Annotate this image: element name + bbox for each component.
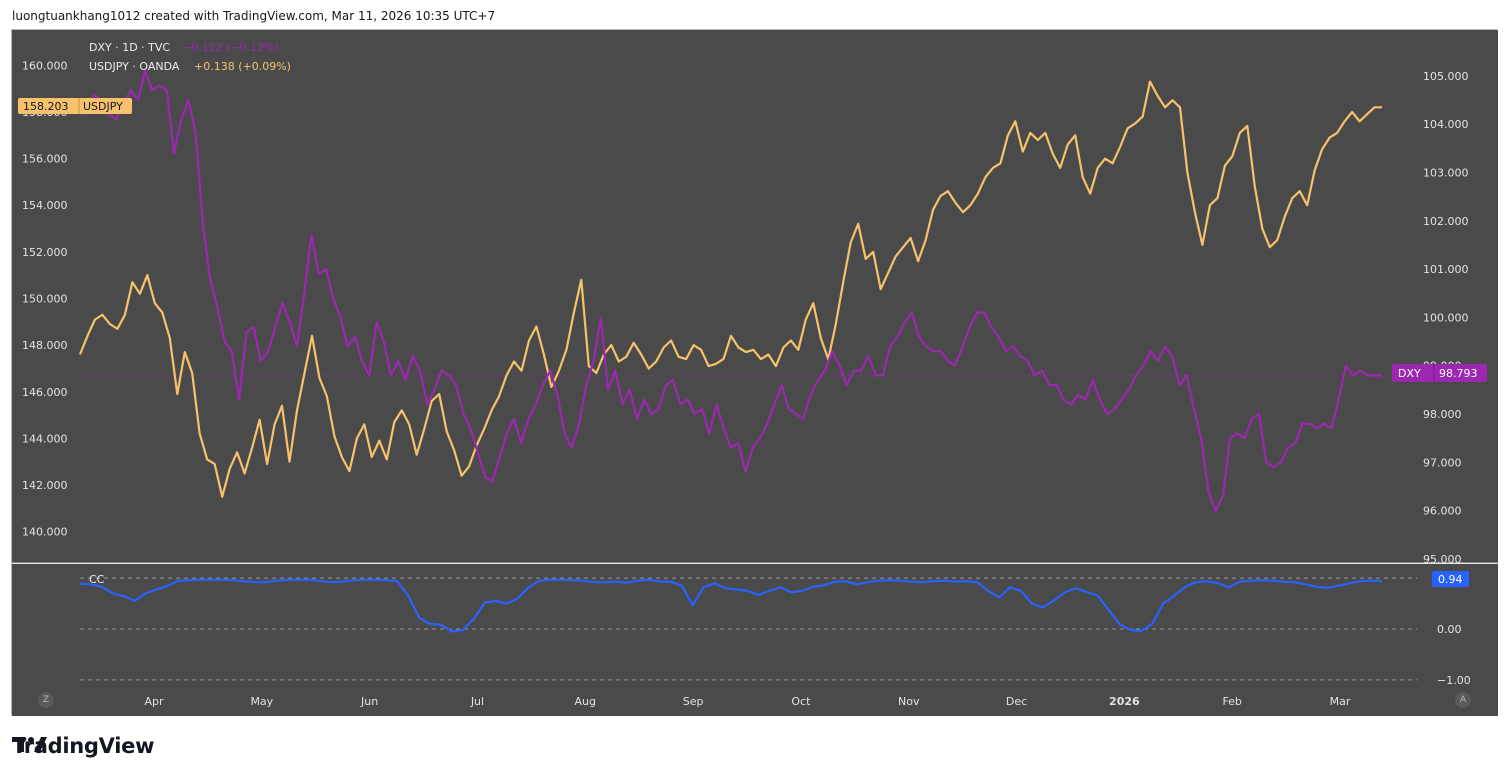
right-axis-tick: 97.000 xyxy=(1423,456,1462,469)
right-axis-tick: 102.000 xyxy=(1423,215,1469,228)
usdjpy-badge-name: USDJPY xyxy=(83,100,123,113)
auto-scale-right-button[interactable]: A xyxy=(1455,692,1471,708)
legend-dxy-change: −0.122 (−0.12%) xyxy=(182,41,279,54)
cc-series-line[interactable] xyxy=(79,578,1383,633)
right-axis-tick: 104.000 xyxy=(1423,118,1469,131)
legend-usdjpy-label[interactable]: USDJPY · OANDA xyxy=(89,60,180,73)
time-axis-tick: May xyxy=(250,695,273,708)
tradingview-wordmark: TradingView xyxy=(12,734,155,758)
left-axis-tick: 148.000 xyxy=(22,339,68,352)
right-axis-tick: 101.000 xyxy=(1423,263,1469,276)
left-axis-tick: 152.000 xyxy=(22,246,68,259)
right-axis-tick: 103.000 xyxy=(1423,166,1469,179)
time-axis-tick: Sep xyxy=(683,695,704,708)
left-axis-tick: 156.000 xyxy=(22,153,68,166)
chart-canvas[interactable]: 160.000158.000156.000154.000152.000150.0… xyxy=(12,30,1498,716)
time-axis-tick: Feb xyxy=(1222,695,1241,708)
left-axis-tick: 160.000 xyxy=(22,59,68,72)
cc-badge-value: 0.94 xyxy=(1438,573,1463,586)
main-pane-background xyxy=(12,30,1498,563)
time-axis-tick: Jun xyxy=(360,695,378,708)
usdjpy-badge-value: 158.203 xyxy=(23,100,69,113)
tradingview-logo[interactable]: TradingView xyxy=(12,734,154,758)
chart-frame[interactable]: 160.000158.000156.000154.000152.000150.0… xyxy=(11,29,1498,716)
time-axis-tick: Mar xyxy=(1330,695,1351,708)
time-axis-tick: Dec xyxy=(1006,695,1027,708)
legend-cc-label[interactable]: CC xyxy=(89,573,105,586)
legend-usdjpy-change: +0.138 (+0.09%) xyxy=(194,60,291,73)
right-axis-tick: 98.000 xyxy=(1423,408,1462,421)
usdjpy-series-line[interactable] xyxy=(78,80,1382,498)
time-axis-tick: Nov xyxy=(898,695,920,708)
right-axis-tick: 105.000 xyxy=(1423,70,1469,83)
left-axis-tick: 150.000 xyxy=(22,293,68,306)
chart-attribution: luongtuankhang1012 created with TradingV… xyxy=(12,9,496,23)
right-axis-tick: 95.000 xyxy=(1423,553,1462,566)
legend-dxy-label[interactable]: DXY · 1D · TVC xyxy=(89,41,170,54)
right-axis-tick: 100.000 xyxy=(1423,311,1469,324)
left-axis-tick: 142.000 xyxy=(22,479,68,492)
time-axis-background xyxy=(12,694,1498,716)
tradingview-logo-icon xyxy=(12,737,47,752)
left-axis-tick: 140.000 xyxy=(22,526,68,539)
cc-axis-tick: −1.00 xyxy=(1437,674,1471,687)
cc-value-badge xyxy=(1432,571,1469,587)
dxy-badge-name: DXY xyxy=(1398,367,1421,380)
time-axis-tick: Jul xyxy=(470,695,484,708)
dxy-series-line[interactable] xyxy=(79,69,1382,512)
right-axis-tick: 96.000 xyxy=(1423,505,1462,518)
auto-scale-left-button[interactable]: Z xyxy=(38,692,54,708)
time-axis-tick: 2026 xyxy=(1109,695,1140,708)
dxy-price-badge xyxy=(1392,364,1487,382)
time-axis-tick: Apr xyxy=(144,695,164,708)
left-axis-tick: 146.000 xyxy=(22,386,68,399)
dxy-badge-value: 98.793 xyxy=(1439,367,1478,380)
left-axis-tick: 144.000 xyxy=(22,432,68,445)
time-axis-tick: Oct xyxy=(791,695,811,708)
left-axis-tick: 154.000 xyxy=(22,199,68,212)
time-axis-tick: Aug xyxy=(575,695,596,708)
usdjpy-price-badge xyxy=(18,98,132,114)
cc-axis-tick: 0.00 xyxy=(1437,623,1462,636)
